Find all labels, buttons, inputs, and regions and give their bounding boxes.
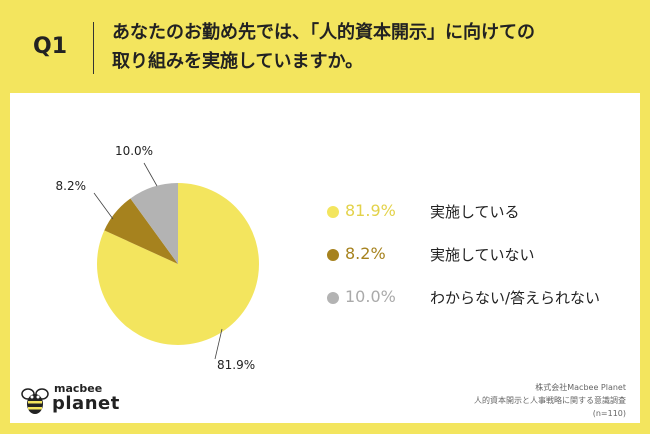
question-header: Q1 あなたのお勤め先では、「人的資本開示」に向けての 取り組みを実施しています…: [0, 0, 650, 92]
legend-dot-not-implemented: [327, 249, 339, 261]
legend-label-implemented: 実施している: [430, 203, 520, 221]
question-number: Q1: [33, 34, 68, 59]
legend-value-not-implemented: 8.2%: [345, 244, 386, 263]
source-sample: (n=110): [592, 409, 626, 418]
legend-label-unknown: わからない/答えられない: [430, 289, 601, 307]
pie-label-implemented: 81.9%: [217, 358, 255, 372]
legend-label-not-implemented: 実施していない: [430, 246, 535, 264]
legend-value-implemented: 81.9%: [345, 201, 396, 220]
pie-chart: 81.9% 8.2% 10.0%: [56, 144, 259, 372]
question-text: あなたのお勤め先では、「人的資本開示」に向けての 取り組みを実施していますか。: [112, 18, 632, 76]
source-survey: 人的資本開示と人事戦略に関する意識調査: [474, 396, 626, 405]
pie-slice-not-implemented: [104, 198, 178, 264]
source-note: 株式会社Macbee Planet 人的資本開示と人事戦略に関する意識調査 (n…: [474, 381, 626, 420]
question-line-1: あなたのお勤め先では、「人的資本開示」に向けての: [112, 22, 535, 43]
legend-value-unknown: 10.0%: [345, 287, 396, 306]
source-company: 株式会社Macbee Planet: [535, 383, 626, 392]
bee-icon: [21, 388, 49, 414]
leader-line: [143, 162, 158, 187]
logo-wordmark-main: planet: [52, 393, 120, 414]
legend-dot-unknown: [327, 292, 339, 304]
brand-logo: macbee planet: [20, 382, 120, 422]
legend-dot-implemented: [327, 206, 339, 218]
pie-label-not-implemented: 8.2%: [56, 179, 87, 193]
logo-wordmark-top: macbee: [54, 382, 103, 395]
chart-panel: 81.9% 8.2% 10.0% 81.9% 実施している 8.2% 実施していない…: [10, 93, 640, 423]
leader-line: [93, 192, 114, 220]
pie-slice-unknown: [130, 183, 178, 264]
question-line-2: 取り組みを実施していますか。: [112, 51, 364, 72]
leader-line: [214, 328, 223, 360]
pie-label-unknown: 10.0%: [115, 144, 153, 158]
header-divider: [93, 22, 94, 74]
